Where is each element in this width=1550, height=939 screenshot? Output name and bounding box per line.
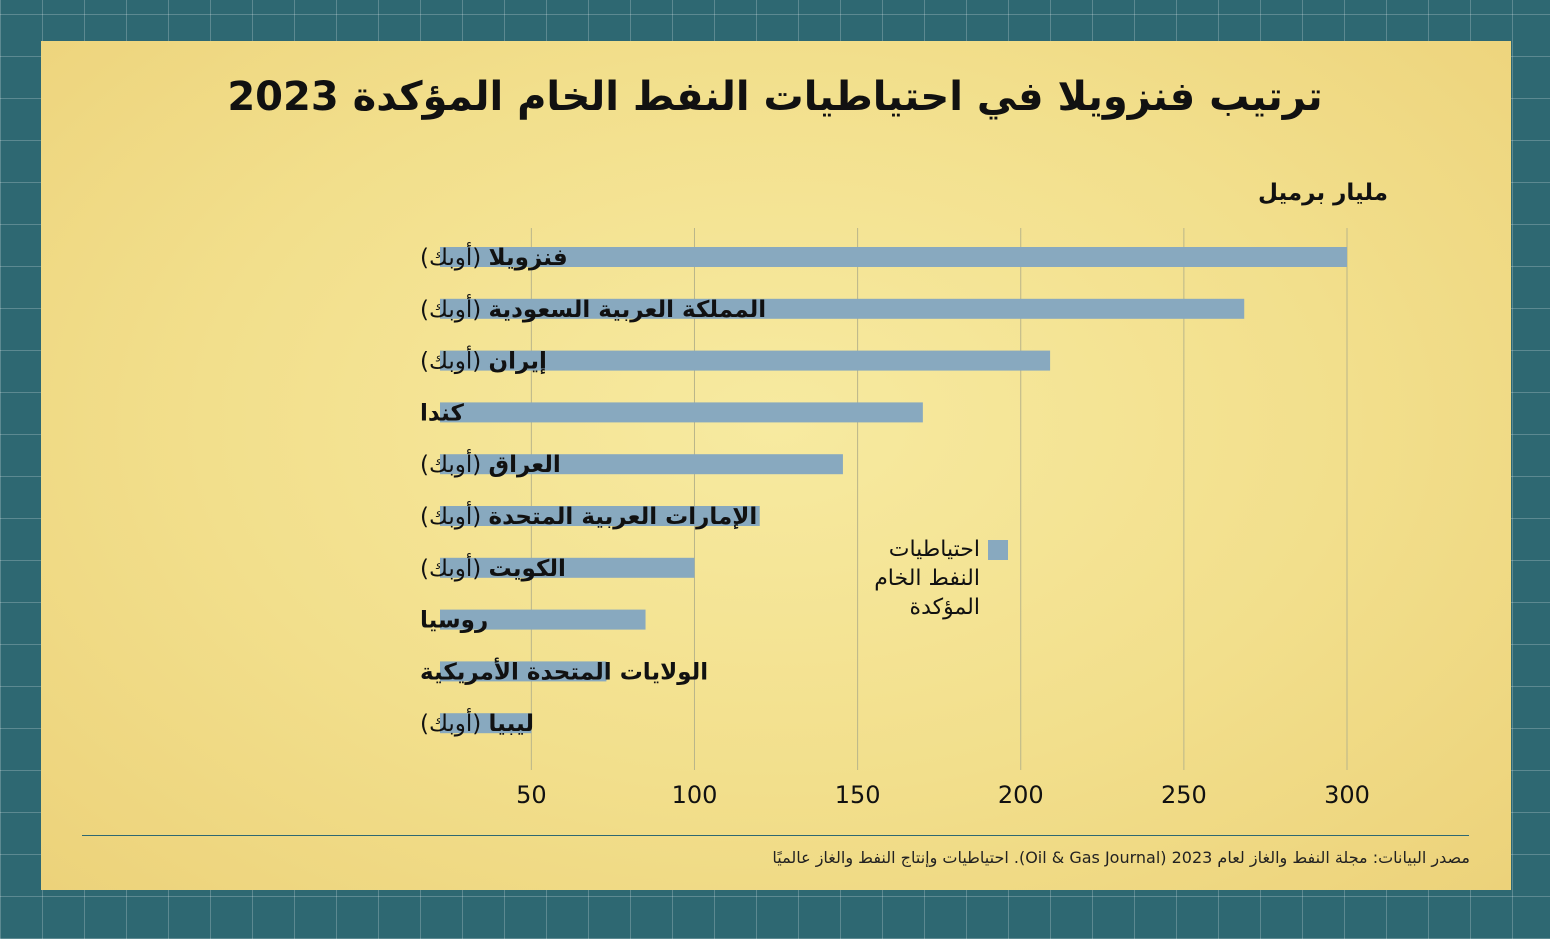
legend: احتياطيات النفط الخام المؤكدة (872, 535, 1008, 622)
category-name: كندا (420, 400, 465, 426)
category-tag: (أوبك) (420, 449, 489, 478)
category-name: المملكة العربية السعودية (489, 297, 767, 323)
category-label-2: إيران (أوبك) (420, 346, 547, 375)
category-label-0: فنزويلا (أوبك) (420, 242, 568, 271)
x-tick-label-50: 50 (516, 781, 547, 809)
category-tag: (أوبك) (420, 346, 489, 375)
category-name: الولايات المتحدة الأمريكية (420, 656, 708, 685)
x-tick-label-100: 100 (672, 781, 718, 809)
category-label-1: المملكة العربية السعودية (أوبك) (420, 294, 766, 323)
category-tag: (أوبك) (420, 501, 489, 530)
category-name: إيران (489, 349, 547, 375)
bar-6 (440, 557, 695, 578)
bar-7 (440, 609, 646, 630)
category-label-4: العراق (أوبك) (420, 449, 561, 478)
category-tag: (أوبك) (420, 242, 489, 271)
category-tag: (أوبك) (420, 708, 489, 737)
legend-label: احتياطيات النفط الخام المؤكدة (874, 537, 980, 620)
x-tick-label-200: 200 (998, 781, 1044, 809)
x-tick-label-300: 300 (1324, 781, 1370, 809)
bar-9 (440, 713, 532, 734)
category-tag: (أوبك) (420, 553, 489, 582)
category-label-6: الكويت (أوبك) (420, 553, 566, 582)
bar-1 (440, 298, 1245, 319)
category-label-9: ليبيا (أوبك) (420, 708, 534, 737)
category-label-7: روسيا (420, 608, 488, 634)
bar-8 (440, 661, 607, 682)
bar-0 (440, 247, 1347, 267)
source-note: مصدر البيانات: مجلة النفط والغاز لعام 20… (772, 848, 1470, 867)
category-labels: فنزويلا (أوبك)المملكة العربية السعودية (… (420, 242, 766, 737)
category-name: الإمارات العربية المتحدة (489, 504, 758, 530)
bars (440, 247, 1347, 734)
bar-2 (440, 350, 1051, 371)
category-name: روسيا (420, 608, 488, 634)
category-name: العراق (489, 452, 561, 478)
category-label-8: الولايات المتحدة الأمريكية (420, 656, 708, 685)
category-name: ليبيا (489, 711, 534, 737)
bar-3 (440, 402, 923, 423)
category-label-5: الإمارات العربية المتحدة (أوبك) (420, 501, 757, 530)
bar-4 (440, 454, 843, 475)
legend-swatch (988, 540, 1008, 560)
unit-label: مليار برميل (1257, 180, 1388, 206)
bar-5 (440, 506, 760, 526)
category-tag: (أوبك) (420, 294, 489, 323)
category-name: الكويت (489, 556, 566, 582)
x-axis-ticks: 50 100 150 200 250 300 (516, 781, 1370, 809)
x-tick-label-250: 250 (1161, 781, 1207, 809)
source-divider (82, 835, 1469, 836)
category-name: فنزويلا (489, 245, 568, 271)
x-tick-label-150: 150 (835, 781, 881, 809)
chart-title: ترتيب فنزويلا في احتياطيات النفط الخام ا… (227, 74, 1323, 120)
category-label-3: كندا (420, 400, 465, 426)
